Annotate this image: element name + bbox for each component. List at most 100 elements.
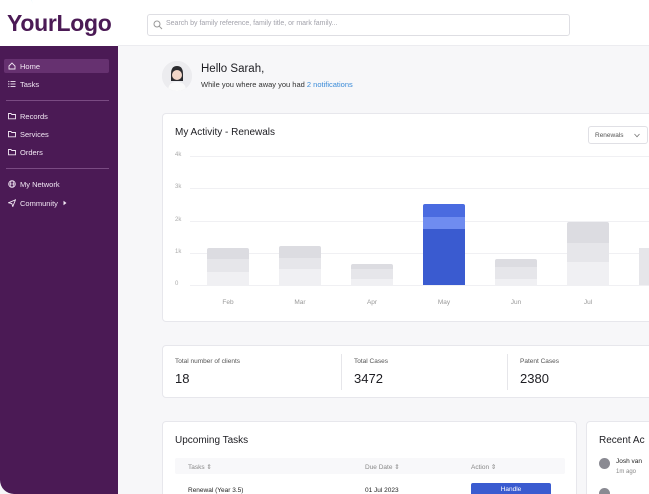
handle-button[interactable]: Handle bbox=[471, 483, 551, 494]
chart-gridline bbox=[190, 252, 649, 254]
home-icon bbox=[8, 62, 16, 70]
chart-bar-segment[interactable] bbox=[207, 247, 249, 260]
top-bar: YourLogo Search by family reference, fam… bbox=[0, 0, 649, 46]
chart-x-tick: Apr bbox=[366, 299, 378, 306]
chart-bar-segment[interactable] bbox=[207, 272, 249, 285]
chart-gridline bbox=[190, 285, 649, 286]
stat-label-total-cases: Total Cases bbox=[354, 358, 388, 365]
user-avatar-icon bbox=[162, 61, 192, 91]
notifications-link[interactable]: 2 notifications bbox=[306, 80, 353, 89]
chart-bar-segment[interactable] bbox=[495, 267, 537, 279]
sidebar-item-label: Tasks bbox=[20, 79, 40, 89]
recent-activity-name[interactable]: Josh van bbox=[616, 458, 643, 465]
stat-value-patent-cases: 2380 bbox=[520, 371, 549, 386]
chart-bar-segment[interactable] bbox=[351, 278, 393, 285]
stat-separator bbox=[507, 354, 508, 390]
recent-activity-title: Recent Ac bbox=[599, 435, 645, 446]
sidebar-item-label: Community bbox=[20, 198, 58, 208]
search-input[interactable]: Search by family reference, family title… bbox=[147, 14, 570, 36]
chart-y-tick: 3k bbox=[175, 184, 182, 191]
renewals-dropdown[interactable]: Renewals bbox=[588, 126, 648, 144]
sidebar-item-community[interactable]: Community bbox=[4, 196, 109, 210]
greeting-subtitle-text: While you where away you had bbox=[201, 80, 305, 89]
stats-card bbox=[162, 345, 649, 398]
chart-y-tick: 4k bbox=[175, 152, 182, 158]
stat-value-total-cases: 3472 bbox=[354, 371, 383, 386]
chart-gridline bbox=[190, 156, 649, 157]
avatar bbox=[599, 458, 610, 469]
sidebar-item-orders[interactable]: Orders bbox=[4, 145, 109, 159]
search-icon bbox=[153, 20, 163, 30]
sidebar-item-records[interactable]: Records bbox=[4, 109, 109, 123]
sidebar-item-label: Orders bbox=[20, 147, 43, 157]
chart-x-tick: Jul bbox=[583, 299, 593, 306]
chart-bar-segment[interactable] bbox=[351, 264, 393, 269]
send-icon bbox=[8, 199, 16, 207]
recent-activity-time: 1m ago bbox=[616, 469, 637, 475]
chart-bar-segment[interactable] bbox=[423, 204, 465, 218]
stat-label-clients: Total number of clients bbox=[175, 358, 241, 365]
list-icon bbox=[8, 80, 16, 88]
table-header bbox=[175, 458, 565, 474]
folder-icon bbox=[8, 113, 16, 120]
sidebar-item-home[interactable]: Home bbox=[4, 59, 109, 73]
chart-bar-segment[interactable] bbox=[567, 262, 609, 285]
chart-bar-segment[interactable] bbox=[351, 268, 393, 279]
upcoming-tasks-title: Upcoming Tasks bbox=[175, 435, 249, 446]
greeting-subtitle: While you where away you had 2 notificat… bbox=[201, 80, 353, 89]
task-name: Renewal (Year 3.5) bbox=[188, 487, 244, 494]
activity-card bbox=[162, 113, 649, 322]
logo-area[interactable]: YourLogo bbox=[0, 0, 118, 46]
dropdown-value: Renewals bbox=[595, 132, 624, 139]
sidebar-item-tasks[interactable]: Tasks bbox=[4, 77, 109, 91]
globe-icon bbox=[8, 180, 16, 188]
stat-separator bbox=[341, 354, 342, 390]
search-placeholder: Search by family reference, family title… bbox=[166, 20, 338, 27]
sidebar-item-label: My Network bbox=[20, 179, 60, 189]
avatar[interactable] bbox=[162, 61, 192, 91]
sidebar: Home Tasks Records Services Orders My Ne… bbox=[0, 46, 118, 494]
chart-bar-segment[interactable] bbox=[423, 217, 465, 229]
task-due-date: 01 Jul 2023 bbox=[365, 487, 399, 494]
sidebar-item-my-network[interactable]: My Network bbox=[4, 177, 109, 191]
chart-x-tick: Mar bbox=[294, 299, 306, 306]
chart-bar-segment[interactable] bbox=[207, 259, 249, 273]
chart-bar-segment[interactable] bbox=[639, 248, 649, 285]
sidebar-item-label: Records bbox=[20, 111, 48, 121]
stat-value-clients: 18 bbox=[175, 371, 190, 386]
chart-gridline bbox=[190, 220, 649, 222]
logo[interactable]: YourLogo bbox=[7, 10, 112, 36]
greeting-title: Hello Sarah, bbox=[201, 63, 265, 75]
sidebar-item-services[interactable]: Services bbox=[4, 127, 109, 141]
chart-bar-segment[interactable] bbox=[279, 257, 321, 269]
chart-bar-segment[interactable] bbox=[567, 222, 609, 244]
chart-bar-segment[interactable] bbox=[423, 228, 465, 285]
recent-activity-card bbox=[586, 421, 649, 494]
column-header-action[interactable]: Action ⇕ bbox=[471, 464, 497, 471]
sidebar-item-label: Services bbox=[20, 129, 49, 139]
folder-icon bbox=[8, 149, 16, 156]
folder-icon bbox=[8, 131, 16, 138]
chart-y-tick: 1k bbox=[175, 248, 182, 255]
chart-bar-segment[interactable] bbox=[567, 243, 609, 263]
caret-right-icon bbox=[63, 200, 67, 206]
chart-bar-segment[interactable] bbox=[495, 278, 537, 285]
sidebar-divider bbox=[6, 168, 109, 169]
activity-title: My Activity - Renewals bbox=[175, 127, 276, 138]
chart-y-tick: 0 bbox=[175, 281, 179, 287]
chart-bar-segment[interactable] bbox=[495, 259, 537, 268]
column-header-due-date[interactable]: Due Date ⇕ bbox=[365, 464, 400, 471]
chart-x-tick: Jun bbox=[510, 299, 522, 306]
sidebar-divider bbox=[6, 100, 109, 101]
chevron-down-icon bbox=[634, 133, 640, 138]
avatar bbox=[599, 488, 610, 494]
chart-bar-segment[interactable] bbox=[279, 268, 321, 285]
column-header-tasks[interactable]: Tasks ⇕ bbox=[188, 464, 212, 471]
chart-x-tick: Feb bbox=[222, 299, 234, 306]
chart-y-tick: 2k bbox=[175, 216, 182, 223]
chart-x-tick: May bbox=[437, 299, 451, 306]
chart-bar-segment[interactable] bbox=[279, 246, 321, 258]
stat-label-patent-cases: Patent Cases bbox=[520, 358, 560, 365]
sidebar-item-label: Home bbox=[20, 61, 41, 71]
chart-gridline bbox=[190, 188, 649, 190]
